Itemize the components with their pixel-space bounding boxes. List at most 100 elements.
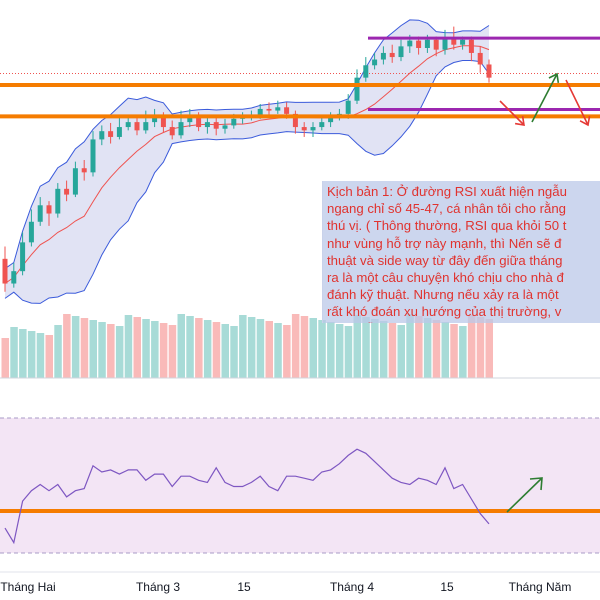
red-arrow-down-1-head — [514, 115, 525, 126]
candle-body — [99, 131, 105, 140]
candle — [442, 29, 448, 55]
candle-body — [363, 65, 369, 78]
candle-body — [37, 205, 43, 222]
candle-body — [152, 116, 158, 123]
candle-body — [451, 38, 457, 45]
volume-bar — [168, 325, 177, 378]
volume-bar — [247, 317, 256, 378]
annotation-line: ngang chỉ số 45-47, cá nhân tôi cho rằng — [327, 201, 567, 217]
candle-body — [187, 117, 193, 123]
candle-body — [442, 38, 448, 50]
candle — [275, 100, 281, 114]
moving-average-line — [4, 45, 490, 284]
candle-body — [257, 108, 263, 115]
annotation-line: vùng hỗ trợ mạnh sẽ bật lên 1300. — [327, 321, 600, 323]
volume-bar — [186, 316, 194, 378]
volume-bar — [353, 315, 361, 378]
volume-bar — [54, 325, 62, 378]
candle-body — [424, 39, 430, 48]
volume-bar — [27, 331, 36, 378]
volume-bar — [423, 318, 432, 378]
candle-body — [468, 39, 474, 53]
candle — [213, 117, 219, 136]
candle-body — [2, 258, 8, 284]
candle — [363, 57, 369, 82]
volume-bar — [221, 324, 229, 378]
volume-bar — [291, 314, 300, 378]
candle — [222, 118, 228, 134]
bollinger-bands — [4, 19, 490, 304]
red-arrow-down-2 — [565, 79, 591, 127]
volume-bar — [63, 314, 71, 378]
volume-bar — [450, 324, 458, 378]
volume-bar — [379, 321, 388, 378]
candle — [380, 46, 386, 65]
candle — [468, 36, 474, 62]
candle-body — [266, 108, 272, 111]
candle-body — [90, 139, 96, 173]
candle-body — [169, 127, 175, 136]
candle — [486, 59, 492, 83]
volume-bar — [283, 325, 291, 378]
volume-bar — [107, 324, 115, 378]
candle — [398, 39, 404, 62]
candle-body — [72, 168, 78, 195]
volume-bar — [98, 322, 106, 378]
volume-bar — [485, 319, 493, 378]
volume-bar — [195, 318, 203, 378]
candle — [81, 160, 87, 181]
candle — [108, 122, 114, 144]
candle-body — [380, 52, 386, 60]
rsi-pane — [0, 417, 600, 554]
candle — [55, 183, 61, 218]
volume-bar — [230, 326, 238, 378]
red-arrow-down-1-shaft — [499, 100, 525, 126]
candle-body — [310, 127, 316, 131]
annotation-line: thuật và side way từ đây đến giữa tháng — [327, 252, 563, 268]
candle-body — [46, 205, 52, 214]
candle-body — [134, 122, 140, 131]
candle-body — [416, 40, 422, 48]
volume-bar — [256, 319, 265, 378]
candle-body — [301, 127, 307, 131]
candle-body — [213, 122, 219, 129]
volume-bar — [432, 320, 441, 378]
candle-body — [292, 113, 298, 128]
time-axis: Tháng Hai Tháng 3 15 Tháng 4 15 Tháng Năm — [0, 580, 571, 594]
candle — [11, 262, 17, 288]
volume-bar — [151, 321, 159, 378]
volume-bar — [45, 335, 53, 378]
candle — [310, 122, 316, 137]
candle-body — [372, 59, 378, 66]
candle — [46, 201, 52, 226]
candle-body — [345, 100, 351, 114]
candle — [28, 209, 34, 247]
volume-bar — [459, 326, 467, 378]
candle-body — [284, 107, 290, 114]
time-axis-label: Tháng 3 — [136, 580, 180, 594]
lower-band-line — [4, 60, 490, 304]
rsi-green-arrow-head — [529, 477, 543, 491]
volume-bar — [274, 323, 282, 378]
volume-bar — [71, 316, 80, 378]
volume-bar — [177, 314, 185, 378]
volume-bar — [476, 317, 485, 378]
annotation-note: Kịch bản 1: Ở đường RSI xuất hiện ngẫu ng… — [322, 181, 600, 323]
candle — [99, 125, 105, 146]
candle — [389, 44, 395, 63]
volume-bar — [159, 323, 168, 378]
rsi-green-arrow — [506, 477, 543, 513]
volume-bar — [406, 314, 414, 378]
volume-bars — [1, 314, 493, 378]
rsi-line — [4, 448, 490, 545]
volume-bar — [10, 327, 18, 378]
candle-body — [28, 221, 34, 243]
time-axis-label: 15 — [237, 580, 251, 594]
annotation-line: thú vị. ( Thông thường, RSI qua khỏi 50 … — [327, 218, 567, 234]
volume-bar — [19, 329, 27, 378]
volume-bar — [239, 315, 247, 378]
green-arrow-up-head — [548, 72, 560, 84]
candle-body — [477, 52, 483, 65]
candle — [90, 131, 96, 177]
